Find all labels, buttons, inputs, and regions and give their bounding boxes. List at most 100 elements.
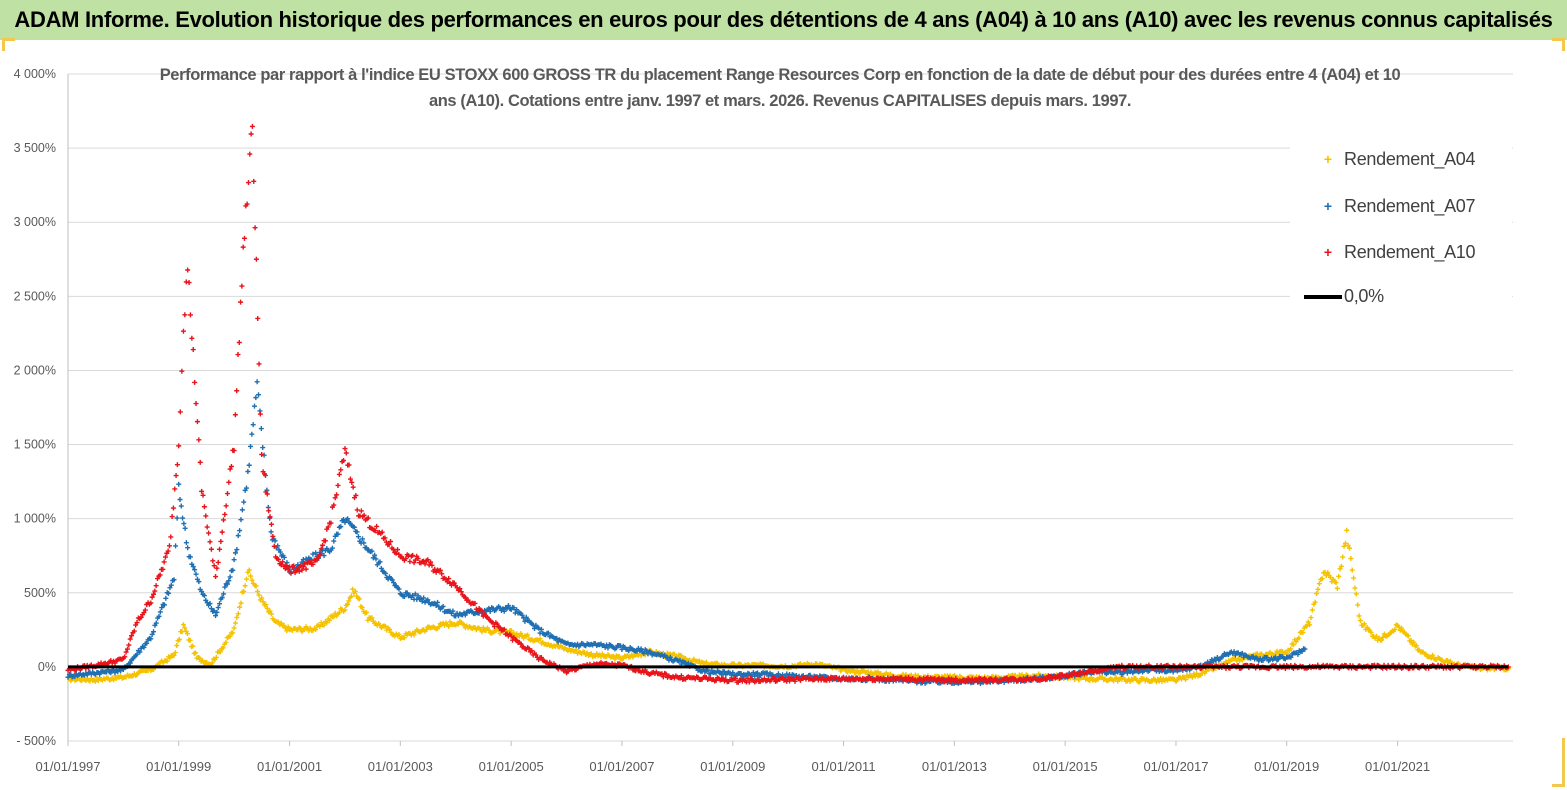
data-point	[160, 566, 166, 572]
data-point	[1307, 622, 1313, 628]
legend-marker-a07: +	[1323, 198, 1333, 214]
x-tick-label: 01/01/2019	[1254, 759, 1319, 774]
data-point	[234, 388, 240, 394]
data-point	[1290, 642, 1296, 648]
data-point	[448, 582, 454, 588]
data-point	[180, 328, 186, 334]
data-point	[317, 552, 323, 558]
data-point	[1113, 675, 1119, 681]
report-title: ADAM Informe. Evolution historique des p…	[14, 7, 1553, 32]
data-point	[246, 567, 252, 573]
data-point	[249, 431, 255, 437]
data-point	[256, 392, 262, 398]
data-point	[204, 600, 210, 606]
data-point	[1214, 654, 1220, 660]
data-point	[171, 652, 177, 658]
data-point	[738, 671, 744, 677]
data-point	[131, 628, 137, 634]
data-point	[238, 517, 244, 523]
data-point	[219, 529, 225, 535]
legend-item-a10: + Rendement_A10	[1290, 237, 1512, 267]
data-point	[1347, 545, 1352, 551]
data-point	[178, 503, 184, 509]
data-point	[875, 669, 881, 675]
data-point	[200, 492, 206, 498]
data-point	[393, 550, 399, 556]
data-point	[435, 599, 441, 605]
data-point	[1239, 650, 1245, 656]
x-tick-label: 01/01/1997	[35, 759, 100, 774]
data-point	[227, 466, 233, 472]
data-point	[487, 608, 493, 614]
data-point	[986, 678, 992, 684]
data-point	[313, 627, 319, 633]
data-point	[237, 528, 243, 534]
data-point	[260, 445, 266, 451]
data-point	[239, 507, 245, 513]
data-point	[1349, 567, 1355, 573]
data-point	[494, 621, 500, 627]
data-point	[906, 674, 912, 680]
data-point	[176, 443, 182, 449]
data-point	[218, 538, 224, 544]
data-point	[239, 283, 245, 289]
legend-item-a07: + Rendement_A07	[1290, 191, 1512, 221]
data-point	[270, 533, 276, 539]
data-point	[208, 606, 214, 612]
data-point	[1308, 615, 1314, 621]
data-point	[1260, 657, 1266, 663]
data-point	[554, 635, 560, 641]
data-point	[298, 625, 304, 631]
data-point	[536, 625, 542, 631]
data-point	[264, 605, 270, 611]
data-point	[213, 654, 219, 660]
data-point	[214, 609, 220, 615]
data-point	[227, 574, 233, 580]
data-point	[244, 201, 250, 207]
data-point	[266, 508, 272, 514]
data-point	[508, 627, 514, 633]
data-point	[403, 556, 409, 562]
data-point	[345, 601, 351, 607]
gridlines	[68, 73, 1513, 742]
legend-line-zero	[1304, 295, 1342, 299]
data-point	[324, 620, 330, 626]
data-point	[293, 568, 299, 574]
data-point	[275, 619, 281, 625]
report-banner: ADAM Informe. Evolution historique des p…	[0, 0, 1567, 40]
data-point	[161, 559, 167, 565]
data-point	[332, 495, 338, 501]
data-point	[1076, 672, 1082, 678]
data-point	[605, 645, 611, 651]
data-point	[192, 567, 198, 573]
data-point	[1275, 656, 1281, 662]
data-point	[936, 675, 942, 681]
data-point	[526, 646, 532, 652]
x-tick-label: 01/01/2021	[1365, 759, 1430, 774]
data-point	[193, 650, 199, 656]
data-point	[415, 556, 421, 561]
data-point	[338, 524, 344, 530]
data-point	[164, 658, 170, 664]
frame-corner-bottom-right	[1552, 738, 1565, 787]
data-point	[565, 669, 571, 675]
data-point	[644, 648, 650, 654]
data-point	[733, 675, 739, 681]
data-point	[336, 610, 342, 616]
data-point	[327, 617, 333, 623]
data-point	[217, 649, 223, 655]
data-point	[538, 655, 544, 661]
data-point	[232, 620, 238, 626]
data-point	[382, 535, 388, 541]
data-point	[390, 546, 396, 552]
data-point	[437, 567, 443, 573]
data-point	[328, 520, 334, 526]
data-point	[275, 557, 281, 563]
data-point	[235, 533, 241, 539]
data-point	[336, 471, 342, 477]
data-point	[162, 554, 168, 560]
data-point	[170, 505, 176, 511]
data-point	[232, 550, 238, 556]
data-point	[423, 627, 429, 633]
legend-item-a04: + Rendement_A04	[1290, 144, 1512, 174]
